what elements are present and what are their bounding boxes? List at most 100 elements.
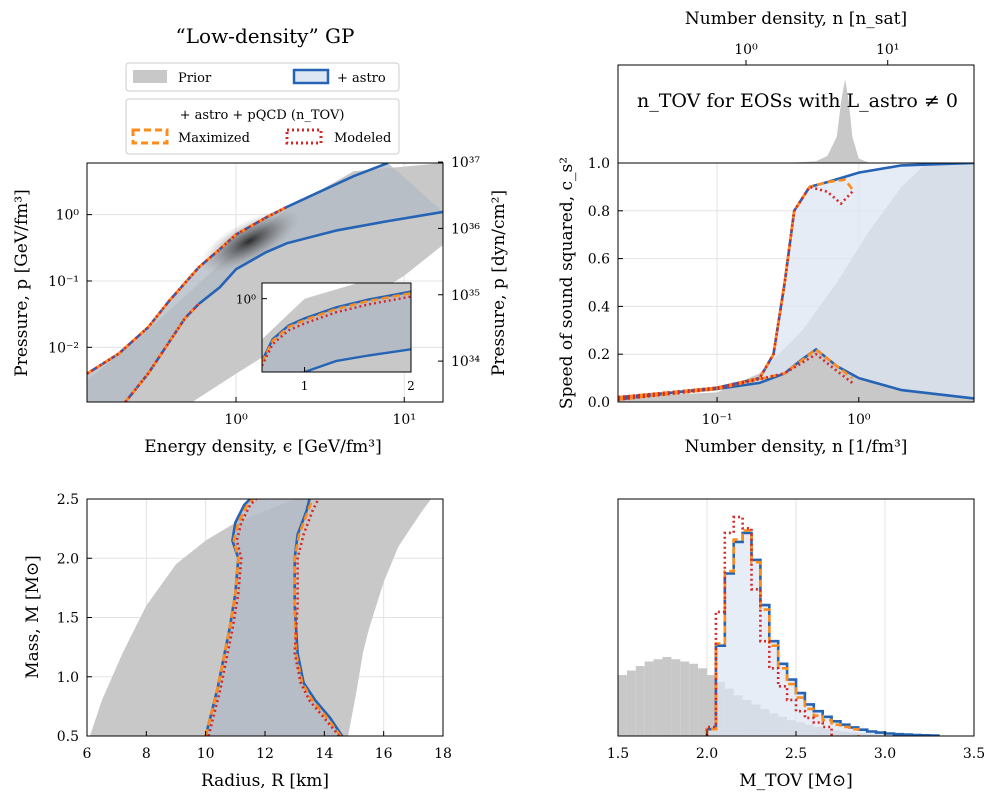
cs-ytick-label: 0.2 bbox=[588, 347, 610, 363]
eos-y2-ytick-label: 10³⁶ bbox=[451, 221, 480, 237]
cs-axis-ticks: 10⁻¹ 10⁰ 0.0 0.2 0.4 0.6 0.8 1.0 bbox=[588, 156, 871, 428]
cs-top-xtick-label: 10⁰ bbox=[734, 42, 758, 58]
eos-y-label: Pressure, p [GeV/fm³] bbox=[12, 189, 32, 376]
eos-maximized-lower-line bbox=[124, 303, 200, 402]
legend-maximized-swatch bbox=[131, 128, 169, 145]
hist-prior-bar bbox=[689, 663, 699, 736]
ntov-distribution bbox=[784, 79, 870, 163]
inset-axis-ticks: 1 2 10⁰ bbox=[236, 293, 415, 393]
eos-inset: 1 2 10⁰ bbox=[236, 282, 415, 393]
cs-ytick-label: 0.6 bbox=[588, 252, 610, 268]
hist-prior-bar bbox=[626, 670, 636, 736]
eos-posterior-cloud bbox=[199, 209, 299, 273]
mr-xtick-label: 18 bbox=[434, 746, 452, 762]
cs-y-label: Speed of sound squared, c_s² bbox=[557, 157, 577, 409]
mr-xtick-label: 14 bbox=[315, 746, 333, 762]
mr-ytick-label: 1.5 bbox=[57, 611, 79, 627]
hist-modeled-step bbox=[705, 515, 833, 736]
hist-prior-bar bbox=[644, 661, 654, 736]
mr-xtick-label: 16 bbox=[375, 746, 393, 762]
inset-ytick-label: 10⁰ bbox=[236, 293, 256, 307]
cs-xtick-label: 10⁰ bbox=[847, 412, 871, 428]
legend-astro-label: + astro bbox=[337, 71, 386, 86]
mr-xtick-label: 10 bbox=[197, 746, 215, 762]
legend-maximized-label: Maximized bbox=[178, 131, 250, 146]
mr-maximized-left-line bbox=[204, 499, 255, 736]
mass-radius-panel: 6 8 10 12 14 16 18 0.5 1.0 1.5 2.0 2.5 Radius, R [k… bbox=[23, 492, 452, 791]
legend-astro-swatch bbox=[292, 68, 330, 85]
mr-axis-ticks: 6 8 10 12 14 16 18 0.5 1.0 1.5 2.0 2.5 bbox=[57, 492, 452, 762]
mr-ytick-label: 2.0 bbox=[57, 551, 79, 567]
hist-prior-bar bbox=[653, 659, 663, 736]
inset-maximized-line bbox=[262, 292, 411, 364]
inset-xtick-label: 1 bbox=[301, 379, 309, 393]
hist-maximized-step bbox=[705, 529, 860, 736]
eos-y2-ytick-label: 10³⁵ bbox=[451, 288, 480, 304]
mr-modeled-left-line bbox=[207, 499, 258, 736]
hist-prior-bar bbox=[680, 661, 690, 736]
hist-xtick-label: 3.5 bbox=[963, 746, 985, 762]
legend-bottom: + astro + pQCD (n_TOV) Maximized Modeled bbox=[125, 98, 400, 155]
eos-astro-band bbox=[87, 163, 443, 402]
mr-maximized-right-line bbox=[293, 499, 342, 736]
hist-x-label: M_TOV [M⊙] bbox=[739, 771, 852, 791]
cs-ytick-label: 0.4 bbox=[588, 299, 610, 315]
mr-xtick-label: 8 bbox=[142, 746, 151, 762]
mr-astro-band bbox=[205, 499, 343, 736]
hist-xtick-label: 2.0 bbox=[696, 746, 718, 762]
cs-xtick-label: 10⁻¹ bbox=[702, 412, 733, 428]
legend-pqcd-title: + astro + pQCD (n_TOV) bbox=[180, 108, 345, 123]
legend-modeled-swatch bbox=[285, 128, 323, 145]
mr-ytick-label: 0.5 bbox=[57, 729, 79, 745]
eos-xtick-label: 10¹ bbox=[393, 412, 416, 428]
legend-top: Prior + astro bbox=[125, 62, 400, 92]
inset-astro-lower-line bbox=[302, 348, 411, 372]
mr-x-label: Radius, R [km] bbox=[201, 771, 329, 791]
hist-xtick-label: 3.0 bbox=[874, 746, 896, 762]
hist-axis-ticks: 1.5 2.0 2.5 3.0 3.5 bbox=[607, 731, 985, 762]
eos-y2-ytick-label: 10³⁴ bbox=[451, 354, 480, 370]
cs-ytick-label: 0.8 bbox=[588, 204, 610, 220]
mr-modeled-right-line bbox=[293, 499, 341, 736]
cs-modeled-lower-line bbox=[618, 352, 854, 401]
eos-ytick-label: 10⁻² bbox=[48, 340, 79, 356]
hist-prior-bar bbox=[707, 675, 716, 736]
cs-top-xtick-label: 10¹ bbox=[876, 42, 899, 58]
hist-prior-bar bbox=[635, 666, 645, 736]
ntov-caption: n_TOV for EOSs with L_astro ≠ 0 bbox=[637, 90, 958, 112]
mr-y-label: Mass, M [M⊙] bbox=[23, 555, 43, 679]
inset-xtick-label: 2 bbox=[407, 379, 415, 393]
eos-axis-ticks: 10⁰ 10¹ 10⁻² 10⁻¹ 10⁰ 10³⁴ 10³⁵ 10³⁶ 10³⁷ bbox=[48, 155, 480, 428]
legend-prior-swatch bbox=[133, 70, 167, 83]
cs-astro-band bbox=[618, 163, 974, 400]
inset-astro-band bbox=[262, 291, 411, 372]
mr-ytick-label: 1.0 bbox=[57, 670, 79, 686]
legend-modeled-label: Modeled bbox=[334, 131, 391, 146]
hist-prior-bar bbox=[618, 675, 627, 736]
legend-prior-label: Prior bbox=[178, 71, 212, 86]
mr-ytick-label: 2.5 bbox=[57, 492, 79, 508]
hist-xtick-label: 1.5 bbox=[607, 746, 629, 762]
sound-speed-panel: 10⁻¹ 10⁰ 0.0 0.2 0.4 0.6 0.8 1.0 Number density… bbox=[557, 156, 975, 457]
eos-y2-ytick-label: 10³⁷ bbox=[451, 155, 480, 171]
hist-prior-bar bbox=[698, 668, 707, 736]
hist-prior-bars bbox=[618, 657, 966, 736]
cs-x-label: Number density, n [1/fm³] bbox=[685, 437, 908, 457]
cs-maximized-lower-line bbox=[618, 347, 854, 401]
cs-ytick-label: 0.0 bbox=[588, 395, 610, 411]
mr-xtick-label: 12 bbox=[256, 746, 274, 762]
eos-panel: 10⁰ 10¹ 10⁻² 10⁻¹ 10⁰ 10³⁴ 10³⁵ 10³⁶ 10³⁷ 1 210⁰ … bbox=[12, 155, 509, 457]
ntov-panel: n_TOV for EOSs with L_astro ≠ 0 Number d… bbox=[617, 9, 975, 164]
figure-title: “Low-density” GP bbox=[176, 24, 355, 48]
hist-prior-bar bbox=[662, 657, 672, 736]
eos-ytick-label: 10⁰ bbox=[56, 208, 80, 224]
hist-prior-bar bbox=[671, 659, 681, 736]
eos-x-label: Energy density, ϵ [GeV/fm³] bbox=[144, 437, 382, 457]
eos-y2-label: Pressure, p [dyn/cm²] bbox=[489, 190, 509, 376]
eos-modeled-upper-line bbox=[87, 205, 288, 375]
hist-astro-fill bbox=[707, 532, 939, 736]
hist-xtick-label: 2.5 bbox=[785, 746, 807, 762]
mr-xtick-label: 6 bbox=[83, 746, 92, 762]
cs-top-axis-ticks: 10⁰ 10¹ bbox=[734, 42, 899, 65]
